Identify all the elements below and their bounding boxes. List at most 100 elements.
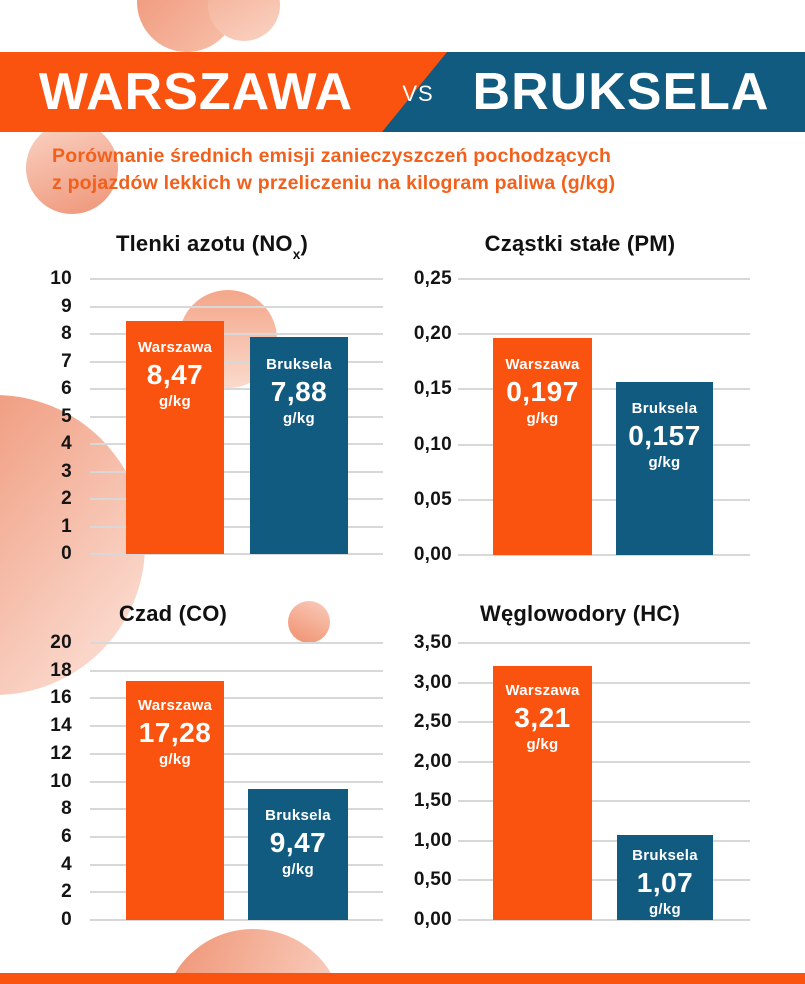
gridline (90, 498, 383, 500)
bar-warszawa: Warszawa 17,28 g/kg (126, 680, 224, 920)
y-axis-tick-label: 0 (61, 543, 72, 564)
bar-unit-label: g/kg (648, 453, 681, 471)
bar-value-label: 3,21 (514, 701, 571, 733)
gridline (90, 443, 383, 445)
y-axis-tick-label: 0,50 (413, 869, 452, 891)
bar-unit-label: g/kg (158, 750, 192, 768)
gridline (90, 278, 383, 280)
gridline (458, 333, 750, 336)
gridline (90, 780, 383, 783)
bar-warszawa: Warszawa 3,21 g/kg (493, 665, 592, 920)
gridline (458, 839, 750, 842)
bar-value-label: 1,07 (636, 867, 694, 899)
y-axis-tick-label: 9 (61, 295, 72, 317)
header-city-bruksela: BRUKSELA (472, 63, 770, 121)
gridline (90, 835, 383, 838)
y-axis-tick-label: 0,25 (413, 268, 452, 289)
bar-value-label: 8,47 (146, 359, 204, 391)
y-axis-tick-label: 0,10 (413, 433, 452, 455)
y-axis-tick-label: 1 (61, 515, 72, 537)
gridline (458, 760, 750, 763)
gridline (458, 681, 750, 684)
bar-value-label: 0,157 (628, 419, 701, 451)
gridline (458, 879, 750, 882)
gridline (90, 470, 383, 473)
chart-title: Czad (CO) (118, 601, 228, 626)
gridline (458, 554, 750, 556)
bar-category-label: Bruksela (265, 806, 331, 824)
y-axis-tick-label: 3 (61, 460, 72, 482)
y-axis-tick-label: 6 (61, 825, 72, 847)
y-axis-tick-label: 1,50 (413, 790, 452, 812)
y-axis-tick-label: 2 (61, 881, 72, 903)
footer-strip (0, 973, 805, 984)
chart-title: Węglowodory (HC) (480, 601, 680, 626)
gridline (90, 669, 383, 672)
gridline (90, 553, 383, 555)
y-axis-tick-label: 14 (50, 715, 72, 737)
bar-value-label: 7,88 (270, 376, 328, 408)
bar-value-label: 17,28 (138, 716, 212, 748)
bar-category-label: Bruksela (631, 399, 698, 417)
bar-unit-label: g/kg (526, 409, 559, 427)
decorative-circle (26, 122, 118, 214)
y-axis-tick-label: 16 (50, 687, 72, 709)
bar-unit-label: g/kg (526, 735, 559, 753)
bar-unit-label: g/kg (648, 901, 682, 919)
decorative-circle (288, 601, 330, 643)
bar-unit-label: g/kg (281, 860, 315, 878)
bar-warszawa: Warszawa 8,47 g/kg (126, 321, 224, 554)
y-axis-tick-label: 8 (61, 798, 72, 820)
gridline (90, 642, 383, 644)
gridline (90, 360, 383, 363)
header-vs-label: VS (402, 81, 434, 106)
bar-bruksela: Bruksela 0,157 g/kg (616, 381, 713, 555)
y-axis-tick-label: 10 (50, 268, 72, 289)
bar-unit-label: g/kg (282, 410, 316, 428)
y-axis-tick-label: 2,00 (413, 750, 452, 772)
bar-category-label: Warszawa (505, 681, 580, 699)
gridline (458, 388, 750, 391)
bar-value-label: 9,47 (269, 826, 327, 858)
gridline (90, 697, 383, 700)
gridline (90, 415, 383, 418)
header-band: WARSZAWA VS BRUKSELA (0, 52, 805, 132)
y-axis-tick-label: 4 (61, 433, 72, 454)
bar-warszawa: Warszawa 0,197 g/kg (493, 337, 592, 555)
y-axis-tick-label: 3,50 (413, 632, 452, 653)
chart-title: Tlenki azotu (NOx) (115, 231, 309, 262)
chart-title: Cząstki stałe (PM) (484, 231, 676, 256)
bar-category-label: Bruksela (266, 356, 332, 374)
gridline (458, 278, 750, 280)
gridline (458, 443, 750, 446)
bar-bruksela: Bruksela 1,07 g/kg (617, 835, 713, 920)
y-axis-tick-label: 18 (50, 659, 72, 681)
gridline (90, 305, 383, 308)
gridline (458, 919, 750, 921)
y-axis-tick-label: 20 (50, 632, 72, 653)
y-axis-tick-label: 0,20 (413, 323, 452, 345)
bar-bruksela: Bruksela 9,47 g/kg (248, 788, 348, 920)
gridline (458, 721, 750, 724)
gridline (90, 725, 383, 728)
subtitle-line-2: z pojazdów lekkich w przeliczeniu na kil… (52, 172, 616, 194)
gridline (90, 333, 383, 335)
y-axis-tick-label: 5 (61, 405, 72, 427)
header-band-blue-half (382, 52, 805, 132)
gridline (458, 642, 750, 644)
gridline (90, 752, 383, 755)
bar-bruksela: Bruksela 7,88 g/kg (250, 337, 348, 554)
gridline (90, 891, 383, 894)
gridline (90, 808, 383, 811)
gridline (90, 388, 383, 390)
subtitle-line-1: Porównanie średnich emisji zanieczyszcze… (52, 145, 612, 167)
y-axis-tick-label: 0,15 (413, 378, 452, 400)
y-axis-tick-label: 0,00 (413, 544, 452, 565)
gridline (458, 498, 750, 501)
y-axis-tick-label: 12 (50, 742, 72, 764)
y-axis-tick-label: 2 (61, 488, 72, 509)
